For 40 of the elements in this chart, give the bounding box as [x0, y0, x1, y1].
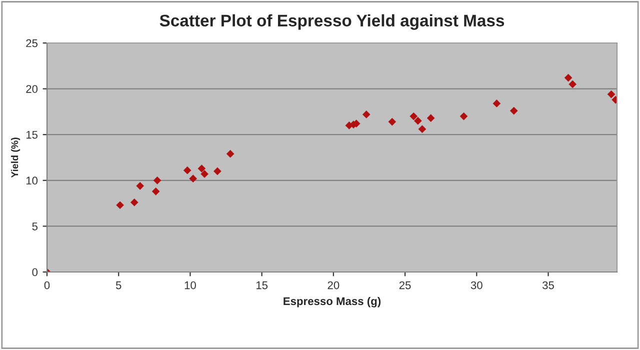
- y-tick-label: 0: [32, 268, 38, 276]
- x-tick-label: 30: [470, 281, 482, 290]
- point: [226, 150, 234, 158]
- x-tick-label: 10: [184, 281, 196, 290]
- y-tick-label: 5: [32, 222, 38, 230]
- point: [198, 164, 206, 172]
- point: [607, 90, 616, 98]
- point: [564, 74, 572, 82]
- x-tick-label: 15: [256, 281, 268, 290]
- point: [388, 118, 396, 126]
- point: [152, 187, 160, 196]
- point: [414, 116, 422, 125]
- point: [214, 167, 222, 176]
- point: [362, 110, 370, 118]
- x-tick-label: 20: [328, 281, 340, 290]
- y-tick-label: 10: [26, 176, 38, 185]
- chart-title: Scatter Plot of Espresso Yield against Mass: [160, 14, 504, 30]
- point: [183, 166, 192, 174]
- point: [418, 125, 426, 134]
- point: [510, 106, 518, 115]
- point: [492, 100, 501, 108]
- point: [410, 112, 418, 120]
- point: [460, 112, 468, 120]
- point: [130, 198, 138, 206]
- point: [189, 174, 198, 182]
- x-axis-title: Espresso Mass (g): [284, 296, 381, 308]
- point: [153, 176, 162, 184]
- x-tick-label: 0: [44, 281, 50, 290]
- point: [136, 182, 144, 190]
- point: [116, 201, 124, 210]
- y-tick-label: 20: [26, 85, 38, 93]
- x-tick-label: 35: [542, 281, 554, 290]
- y-axis-title: Yield (%): [10, 138, 20, 178]
- point: [568, 80, 577, 88]
- point: [426, 114, 435, 122]
- y-tick-label: 15: [26, 130, 38, 139]
- x-tick-label: 5: [116, 281, 122, 290]
- x-tick-label: 25: [399, 281, 411, 290]
- y-tick-label: 25: [26, 39, 38, 48]
- point: [200, 170, 208, 178]
